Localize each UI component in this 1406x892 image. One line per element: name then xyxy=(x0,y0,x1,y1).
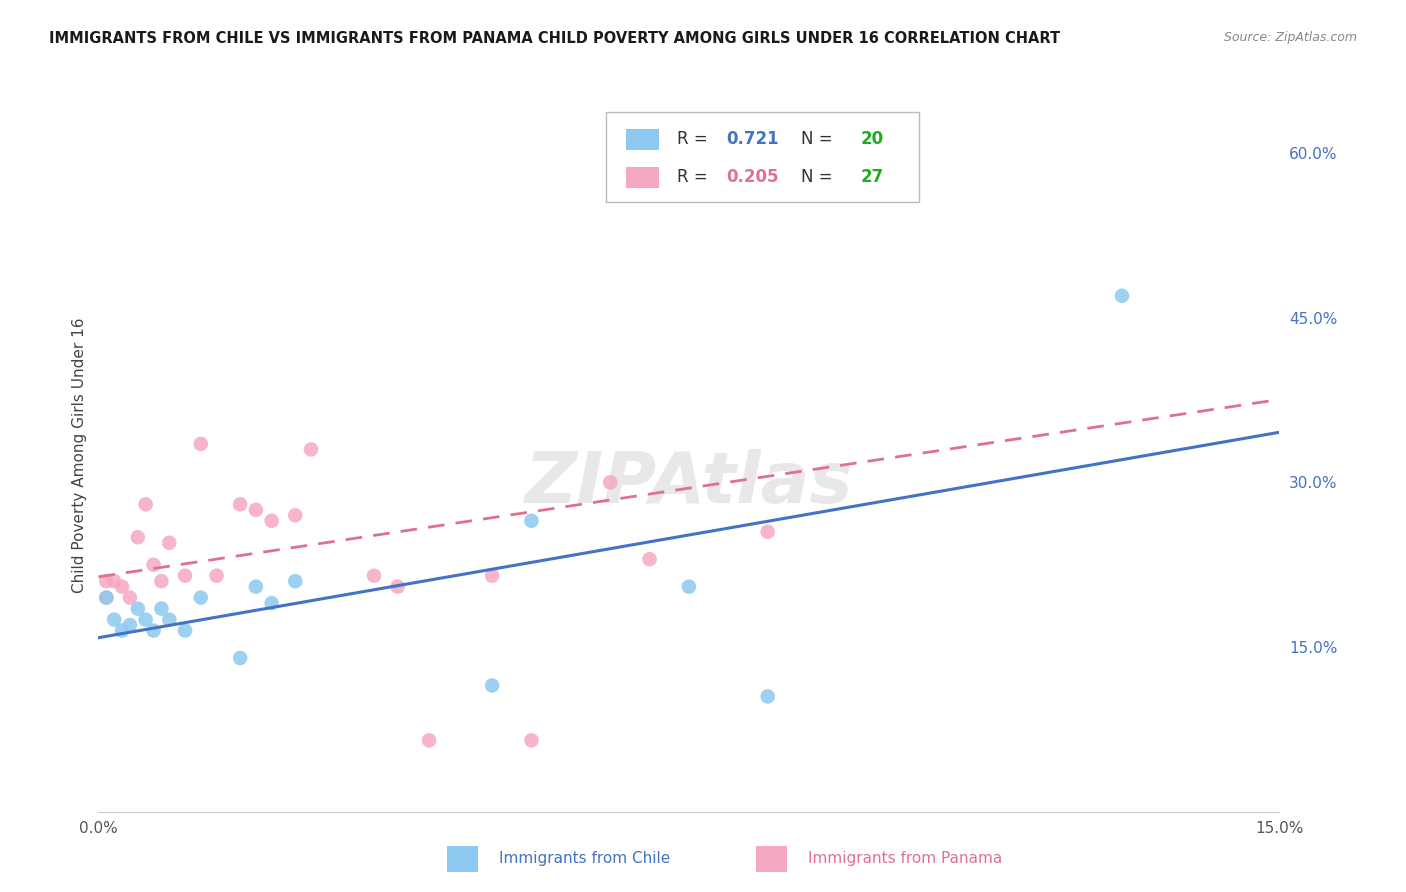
Text: Source: ZipAtlas.com: Source: ZipAtlas.com xyxy=(1223,31,1357,45)
Text: N =: N = xyxy=(801,168,838,186)
Point xyxy=(229,651,252,665)
Point xyxy=(157,535,180,549)
Point xyxy=(127,601,149,615)
Text: N =: N = xyxy=(801,130,838,148)
Point xyxy=(481,678,503,692)
Text: ZIPAtlas: ZIPAtlas xyxy=(524,449,853,518)
Point xyxy=(150,574,173,589)
Point xyxy=(190,591,212,605)
Point xyxy=(284,574,307,589)
FancyBboxPatch shape xyxy=(626,128,659,150)
Point xyxy=(118,618,141,632)
Point xyxy=(520,514,543,528)
Point xyxy=(127,530,149,544)
FancyBboxPatch shape xyxy=(626,167,659,188)
Point xyxy=(1111,289,1133,303)
Point xyxy=(756,690,779,704)
Point xyxy=(245,580,267,594)
Text: R =: R = xyxy=(678,168,713,186)
Point xyxy=(245,503,267,517)
Point xyxy=(481,568,503,582)
Point xyxy=(205,568,228,582)
FancyBboxPatch shape xyxy=(606,112,920,202)
Text: R =: R = xyxy=(678,130,713,148)
Point xyxy=(260,514,283,528)
Point xyxy=(142,624,165,638)
Point xyxy=(520,733,543,747)
Point xyxy=(638,552,661,566)
Text: 0.205: 0.205 xyxy=(727,168,779,186)
Text: 20: 20 xyxy=(860,130,883,148)
Point xyxy=(142,558,165,572)
Point xyxy=(111,624,134,638)
Text: Immigrants from Panama: Immigrants from Panama xyxy=(808,852,1002,866)
Point xyxy=(599,475,621,490)
Point xyxy=(418,733,440,747)
Point xyxy=(299,442,322,457)
Text: IMMIGRANTS FROM CHILE VS IMMIGRANTS FROM PANAMA CHILD POVERTY AMONG GIRLS UNDER : IMMIGRANTS FROM CHILE VS IMMIGRANTS FROM… xyxy=(49,31,1060,46)
Point xyxy=(96,574,118,589)
Point xyxy=(284,508,307,523)
Point xyxy=(150,601,173,615)
Point xyxy=(229,497,252,511)
Text: Immigrants from Chile: Immigrants from Chile xyxy=(499,852,671,866)
Point xyxy=(103,574,125,589)
Point xyxy=(174,624,197,638)
Text: 27: 27 xyxy=(860,168,883,186)
Point xyxy=(260,596,283,610)
Y-axis label: Child Poverty Among Girls Under 16: Child Poverty Among Girls Under 16 xyxy=(72,318,87,592)
Point xyxy=(678,580,700,594)
Point xyxy=(103,613,125,627)
Point xyxy=(157,613,180,627)
Point xyxy=(174,568,197,582)
Point xyxy=(363,568,385,582)
Point xyxy=(756,524,779,539)
Point xyxy=(190,437,212,451)
Text: 0.721: 0.721 xyxy=(727,130,779,148)
Point xyxy=(796,146,818,161)
Point xyxy=(96,591,118,605)
Point xyxy=(135,613,157,627)
Point xyxy=(135,497,157,511)
Point xyxy=(118,591,141,605)
Point xyxy=(111,580,134,594)
Point xyxy=(96,591,118,605)
Point xyxy=(387,580,409,594)
